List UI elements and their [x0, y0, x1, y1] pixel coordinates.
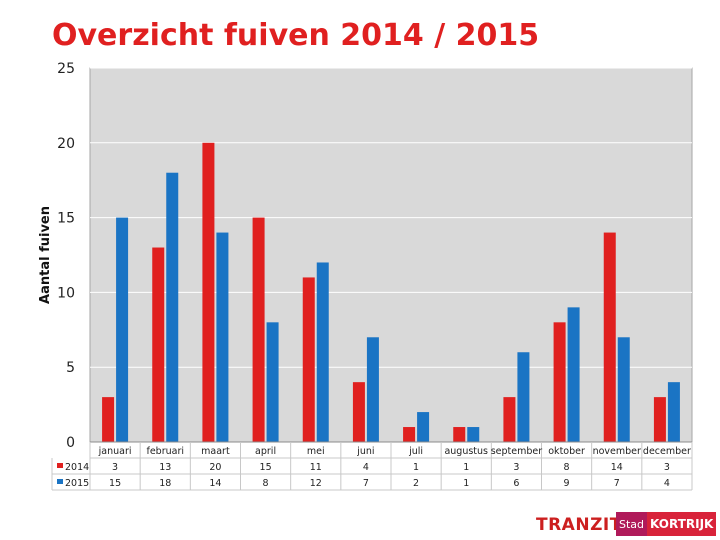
category-label: november	[593, 446, 641, 457]
bar-2014-februari	[152, 247, 165, 442]
stad-label: Stad	[616, 512, 648, 536]
legend-key-2014	[57, 463, 63, 468]
data-label-2014: 13	[159, 462, 171, 473]
bar-2015-februari	[166, 172, 179, 442]
category-label: september	[491, 446, 543, 457]
bar-2014-juli	[403, 427, 416, 442]
chart-title: Overzicht fuiven 2014 / 2015	[52, 18, 540, 53]
legend-key-2015	[57, 479, 63, 484]
bar-2014-januari	[102, 397, 115, 442]
bar-2015-juni	[366, 337, 379, 442]
category-label: mei	[307, 446, 325, 457]
data-label-2015: 14	[209, 478, 221, 489]
legend-label-2015: 2015	[65, 478, 89, 489]
data-label-2014: 3	[513, 462, 519, 473]
bar-2015-augustus	[467, 427, 480, 442]
data-label-2015: 7	[614, 478, 620, 489]
city-label: KORTRIJK	[647, 512, 717, 536]
category-label: juni	[356, 446, 374, 457]
legend-label-2014: 2014	[65, 462, 89, 473]
y-tick-label: 25	[57, 61, 75, 77]
data-label-2015: 18	[159, 478, 171, 489]
data-label-2014: 1	[413, 462, 419, 473]
category-label: maart	[201, 446, 230, 457]
kortrijk-logo: Stad KORTRIJK	[616, 512, 717, 536]
bar-2015-oktober	[567, 307, 580, 442]
data-label-2015: 8	[263, 478, 269, 489]
bar-2014-mei	[302, 277, 315, 442]
y-tick-label: 20	[57, 136, 75, 152]
data-label-2014: 11	[310, 462, 322, 473]
bar-2015-maart	[216, 232, 229, 442]
data-label-2015: 4	[664, 478, 670, 489]
category-label: januari	[98, 446, 132, 457]
bar-2014-december	[653, 397, 666, 442]
tranzit-logo: TRANZIT	[536, 515, 622, 535]
category-label: februari	[146, 446, 184, 457]
bar-2015-april	[266, 322, 279, 442]
bar-2014-september	[503, 397, 516, 442]
category-label: december	[643, 446, 691, 457]
category-label: april	[255, 446, 276, 457]
bar-2014-oktober	[553, 322, 566, 442]
bar-2014-augustus	[453, 427, 466, 442]
data-label-2014: 3	[112, 462, 118, 473]
data-label-2015: 1	[463, 478, 469, 489]
category-label: oktober	[548, 446, 585, 457]
category-label: juli	[408, 446, 423, 457]
bar-2015-mei	[316, 262, 329, 442]
bar-2015-december	[667, 382, 680, 442]
bar-2014-april	[252, 217, 265, 442]
data-label-2015: 7	[363, 478, 369, 489]
plot-area	[89, 67, 693, 443]
data-label-2014: 3	[664, 462, 670, 473]
data-label-2015: 15	[109, 478, 121, 489]
y-tick-label: 0	[66, 435, 75, 451]
y-tick-label: 10	[57, 285, 75, 301]
category-label: augustus	[444, 446, 488, 457]
bar-2014-maart	[202, 142, 215, 443]
bar-2015-januari	[116, 217, 129, 442]
data-label-2014: 20	[209, 462, 221, 473]
bar-2015-juli	[417, 412, 430, 442]
data-label-2014: 8	[564, 462, 570, 473]
data-label-2014: 15	[260, 462, 272, 473]
y-axis-label: Aantal fuiven	[38, 206, 53, 304]
bar-2015-november	[617, 337, 630, 442]
data-label-2014: 14	[611, 462, 623, 473]
y-tick-label: 15	[57, 211, 75, 227]
data-label-2015: 9	[564, 478, 570, 489]
bar-2015-september	[517, 352, 530, 442]
data-label-2015: 12	[310, 478, 322, 489]
y-tick-label: 5	[66, 360, 75, 376]
data-label-2014: 1	[463, 462, 469, 473]
bar-2014-november	[603, 232, 616, 442]
data-label-2014: 4	[363, 462, 369, 473]
bar-2014-juni	[352, 382, 365, 442]
data-label-2015: 6	[513, 478, 519, 489]
data-label-2015: 2	[413, 478, 419, 489]
